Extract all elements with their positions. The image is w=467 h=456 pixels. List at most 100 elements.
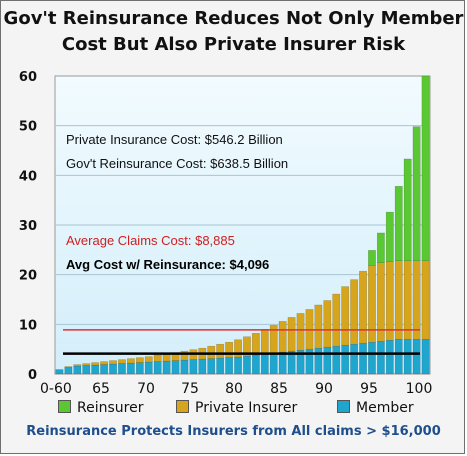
annotation-govt-cost: Gov't Reinsurance Cost: $638.5 Billion [66,156,288,171]
chart-footer: Reinsurance Protects Insurers from All c… [26,424,441,439]
bar-private-insurer-39 [403,260,412,340]
bar-member-14 [180,359,189,375]
bar-private-insurer-19 [225,341,234,358]
bar-member-10 [144,361,153,375]
bar-private-insurer-3 [82,363,91,366]
bar-member-24 [269,352,278,375]
x-tick-4: 80 [225,381,243,397]
legend-label-reinsurer: Reinsurer [77,400,144,416]
bar-member-39 [403,338,412,375]
bar-member-16 [198,358,207,375]
y-tick-0: 0 [28,368,37,383]
bar-private-insurer-8 [126,358,135,364]
bar-member-12 [162,360,171,375]
bar-reinsurer-40 [412,126,421,262]
bar-private-insurer-35 [368,264,376,343]
bar-member-7 [118,363,126,375]
bar-reinsurer-41 [421,75,430,262]
bar-reinsurer-38 [394,186,403,262]
x-tick-7: 95 [360,381,378,397]
bar-member-19 [225,357,234,375]
bar-member-15 [189,359,198,375]
bars [55,75,430,375]
bar-private-insurer-18 [216,343,225,359]
annotation-avg-reinsurance: Avg Cost w/ Reinsurance: $4,096 [66,257,269,272]
legend-label-private-insurer: Private Insurer [195,400,298,416]
bar-member-5 [100,364,109,375]
bar-member-8 [126,362,135,375]
bar-member-40 [412,338,421,375]
y-tick-1: 10 [19,318,37,333]
bar-private-insurer-37 [385,261,394,341]
bar-member-20 [234,356,242,375]
bar-member-2 [73,365,82,375]
bar-member-41 [421,338,430,375]
bar-private-insurer-7 [118,359,126,364]
bar-private-insurer-20 [234,339,242,358]
y-tick-labels: 0 10 20 30 40 50 60 [19,70,37,383]
legend-item-member: Member [337,400,414,416]
chart-title: Gov't Reinsurance Reduces Not Only Membe… [3,8,464,55]
y-tick-4: 40 [19,169,37,184]
bar-member-17 [207,358,216,375]
y-tick-5: 50 [19,120,37,135]
legend-item-private-insurer: Private Insurer [176,400,297,416]
bar-reinsurer-39 [403,158,412,262]
bar-member-3 [82,365,91,375]
bar-private-insurer-14 [180,350,189,361]
x-tick-2: 70 [137,381,155,397]
bar-member-4 [91,364,100,375]
bar-private-insurer-2 [73,364,82,367]
bar-reinsurer-36 [376,232,385,263]
bar-member-31 [332,345,341,375]
bar-private-insurer-10 [144,356,153,363]
reference-lines [63,329,420,355]
bar-private-insurer-31 [332,293,341,347]
bar-member-37 [385,339,394,375]
y-tick-2: 20 [19,269,37,284]
bar-private-insurer-23 [260,329,269,355]
y-tick-6: 60 [19,70,37,85]
bar-reinsurer-35 [368,250,376,266]
x-tick-0: 0-60 [40,381,72,397]
x-tick-5: 85 [270,381,288,397]
bar-member-35 [368,341,376,375]
annotation-private-cost: Private Insurance Cost: $546.2 Billion [66,132,283,147]
x-tick-6: 90 [315,381,333,397]
bar-private-insurer-25 [278,321,287,353]
x-tick-3: 75 [181,381,199,397]
bar-private-insurer-33 [350,279,359,345]
bar-private-insurer-22 [251,333,260,356]
bar-member-32 [341,344,350,375]
bar-member-0 [55,369,64,375]
bar-private-insurer-38 [394,260,403,340]
legend-item-reinsurer: Reinsurer [58,400,143,416]
bar-private-insurer-30 [323,300,332,348]
x-tick-8: 100 [406,381,433,397]
bar-member-9 [135,362,144,375]
legend-swatch-private-insurer [176,400,189,413]
bar-private-insurer-21 [243,336,251,357]
bar-member-38 [394,338,403,375]
bar-private-insurer-4 [91,362,100,366]
annotation-average-claims: Average Claims Cost: $8,885 [66,233,235,248]
bar-member-13 [171,360,180,375]
bar-member-1 [64,367,73,375]
x-tick-labels: 0-60 65 70 75 80 85 90 95 100 [40,381,432,397]
bar-member-34 [359,342,367,375]
bar-member-33 [350,343,359,375]
bar-private-insurer-5 [100,361,109,365]
y-tick-3: 30 [19,219,37,234]
bar-private-insurer-41 [421,260,430,340]
bar-private-insurer-9 [135,357,144,363]
bar-private-insurer-40 [412,260,421,340]
bar-private-insurer-1 [64,366,73,368]
legend-label-member: Member [356,400,414,416]
bar-member-21 [243,355,251,375]
x-tick-1: 65 [92,381,110,397]
bar-member-11 [153,361,162,375]
bar-private-insurer-26 [287,317,296,352]
bar-reinsurer-37 [385,211,394,263]
bar-member-29 [314,347,323,375]
